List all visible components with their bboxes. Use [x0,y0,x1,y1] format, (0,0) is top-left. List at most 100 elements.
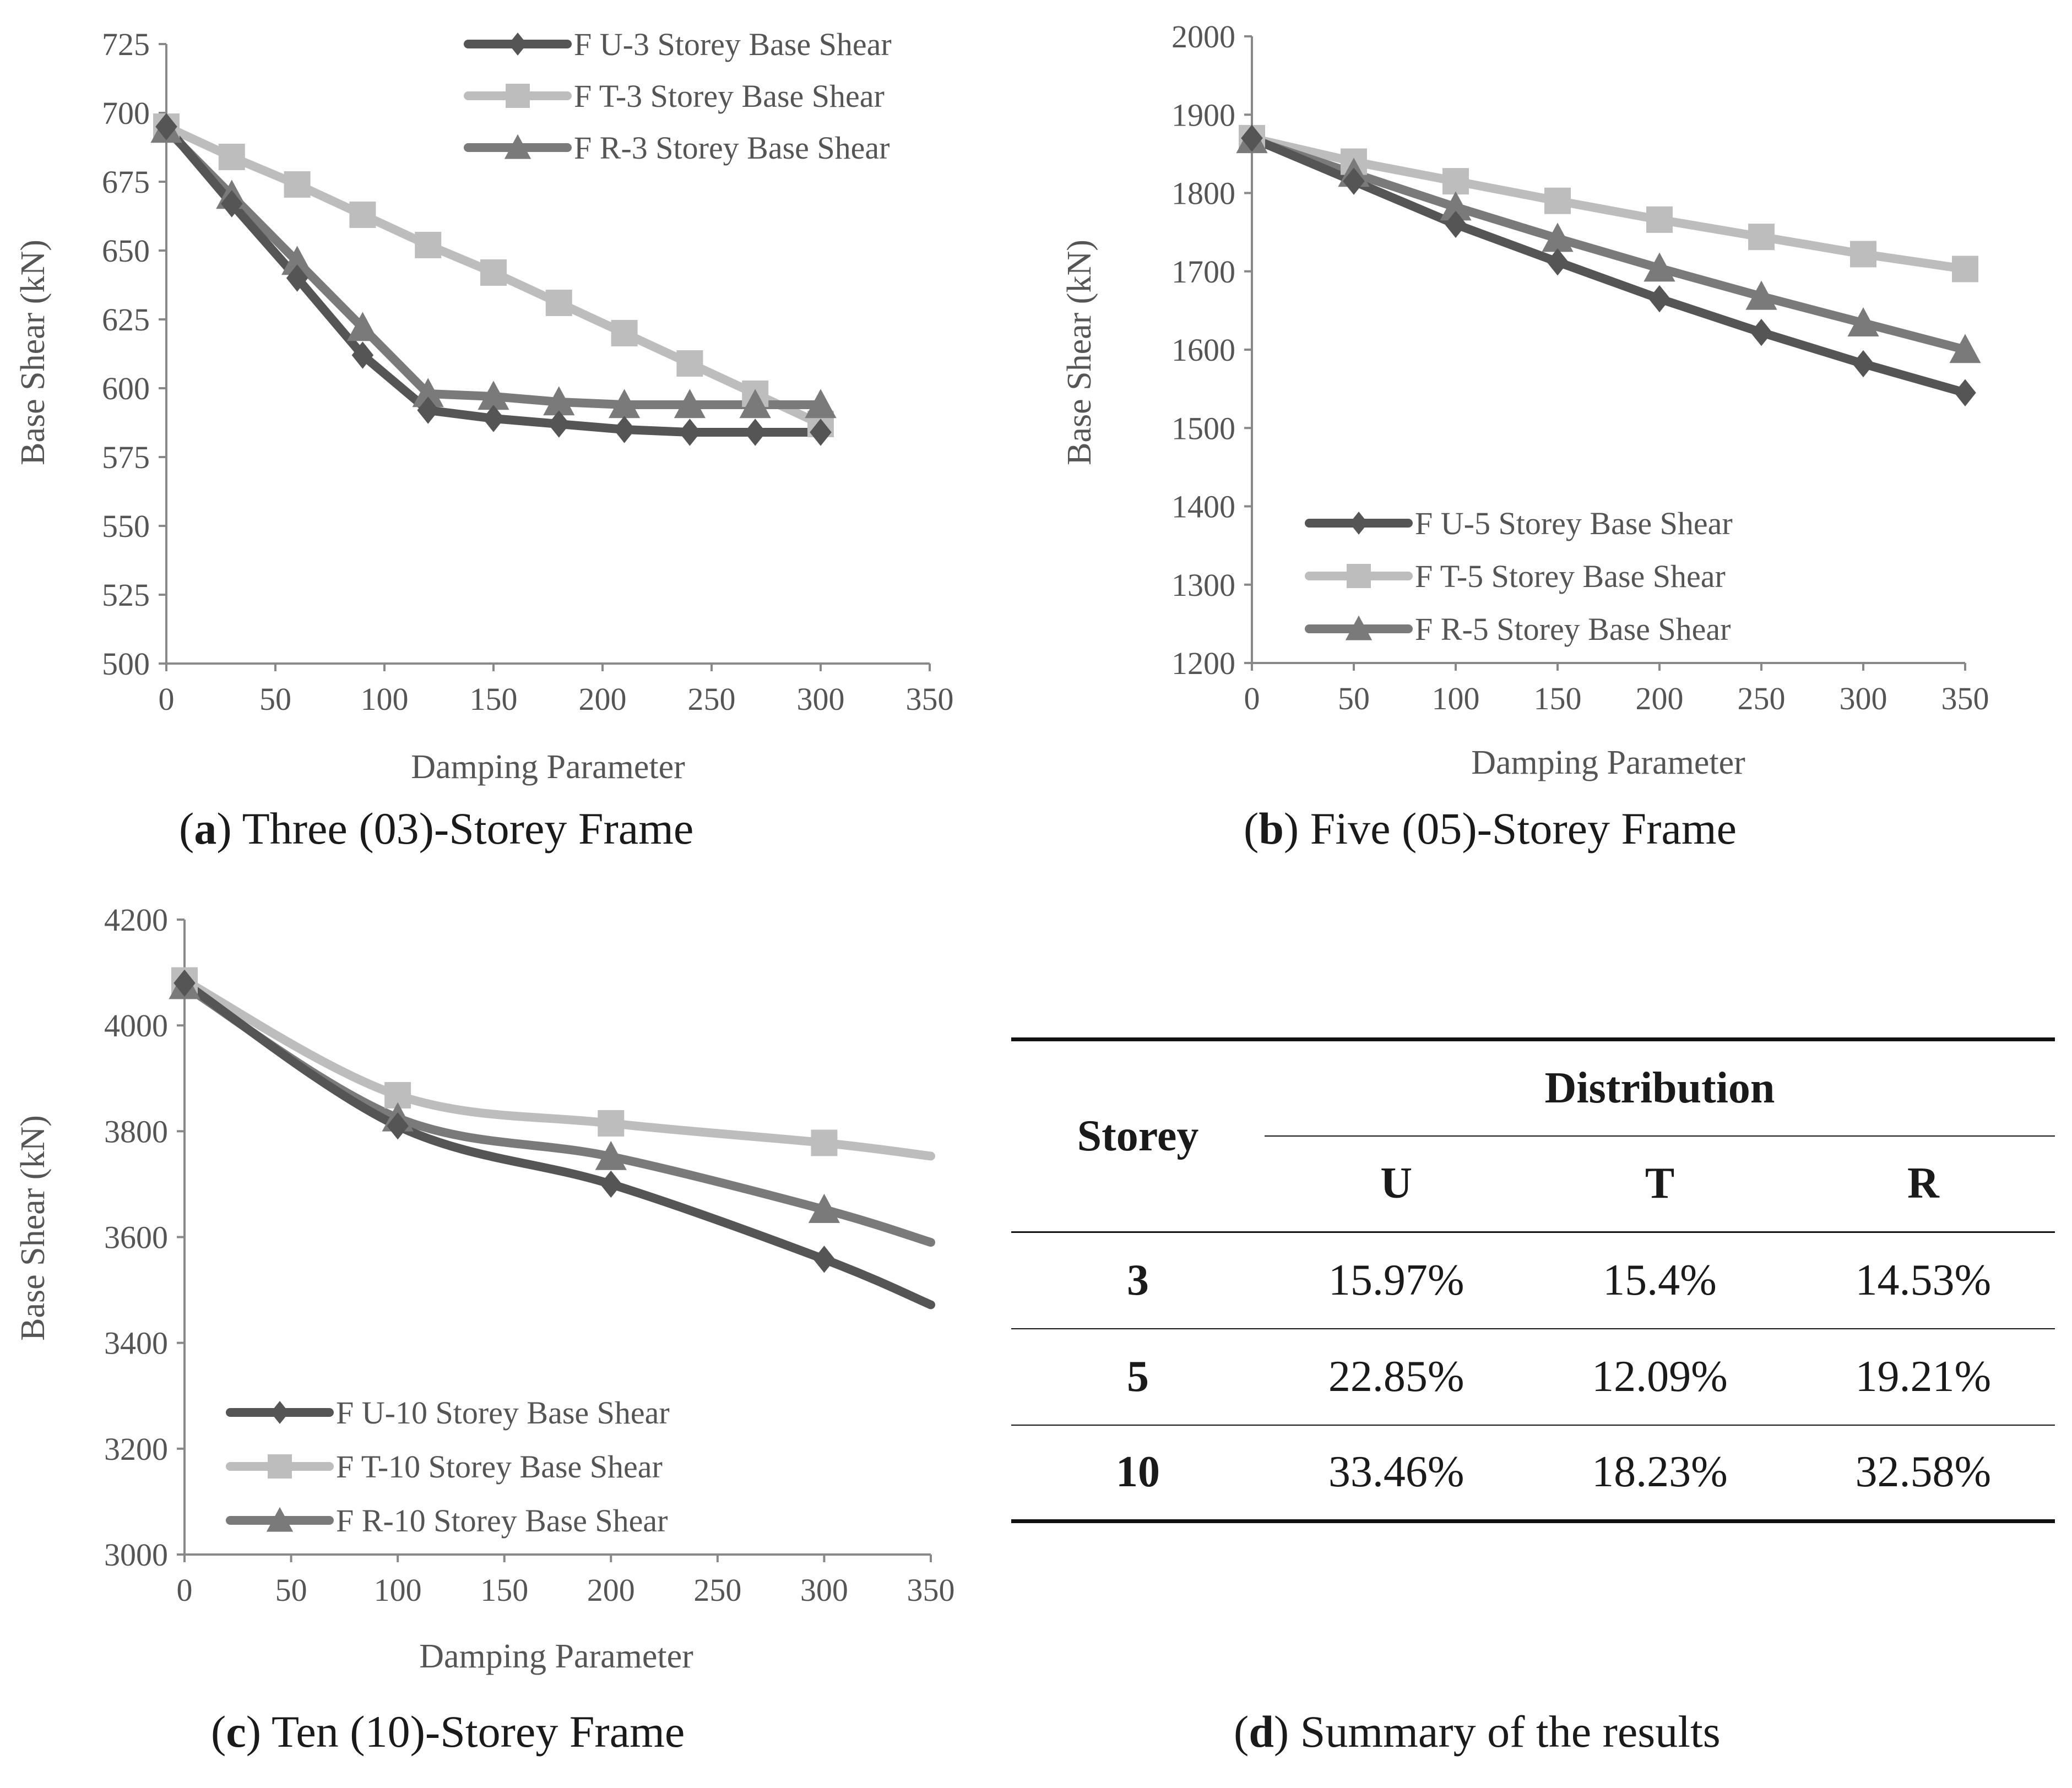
series-line-U [180,979,935,1309]
data-point-T [598,1110,625,1137]
x-tick-label: 300 [800,1572,848,1608]
y-tick-label: 3800 [104,1113,168,1149]
data-point-U [679,419,701,446]
y-tick-label: 1500 [1171,410,1235,446]
data-point-U [1750,319,1772,346]
data-point-T [218,144,245,170]
legend-marker-U [508,32,527,56]
y-tick-label: 1300 [1171,567,1235,603]
data-point-R [412,378,444,407]
y-tick-label: 1900 [1171,97,1235,133]
data-point-R [1542,222,1574,252]
x-tick-label: 50 [1338,681,1370,716]
y-tick-label: 500 [102,646,150,682]
data-point-U [1954,379,1976,406]
table-row: 3 15.97% 15.4% 14.53% [1011,1232,2055,1329]
row-storey: 5 [1011,1328,1265,1426]
data-point-R [595,1140,627,1170]
cell-u: 22.85% [1265,1328,1528,1426]
data-point-R [543,386,575,416]
x-axis-label: Damping Parameter [411,748,685,786]
data-point-U [155,113,177,140]
x-tick-label: 100 [361,681,409,717]
col-header-r: R [1791,1135,2055,1233]
caption-b: (b) Five (05)-Storey Frame [1244,803,1737,854]
data-point-U [1343,167,1365,195]
data-point-U [1648,285,1670,313]
cell-r: 19.21% [1791,1328,2055,1426]
y-tick-label: 525 [102,577,150,613]
x-tick-label: 150 [480,1572,528,1608]
data-point-U [548,410,570,438]
legend-label-R: F R-3 Storey Base Shear [574,130,890,166]
legend-label-T: F T-3 Storey Base Shear [574,78,885,114]
data-point-U [387,1112,409,1140]
data-point-U [221,190,243,218]
legend-label-T: F T-5 Storey Base Shear [1415,558,1726,594]
cell-r: 32.58% [1791,1425,2055,1523]
data-point-T [284,171,311,198]
distribution-header: Distribution [1265,1037,2055,1137]
series-line-R [1247,135,1970,354]
y-tick-label: 600 [102,371,150,406]
y-tick-label: 725 [102,26,150,62]
data-point-R [1440,191,1472,221]
data-point-R [1847,307,1879,336]
x-axis-label: Damping Parameter [419,1638,693,1675]
caption-d: (d) Summary of the results [1234,1707,1721,1757]
data-point-U [1445,210,1467,238]
y-tick-label: 1800 [1171,176,1235,211]
storey-header: Storey [1011,1037,1265,1233]
data-point-R [346,312,378,341]
data-point-U [744,419,766,446]
y-tick-label: 1200 [1171,645,1235,681]
data-point-U [286,264,308,292]
x-tick-label: 150 [1534,681,1582,716]
chart-five-storey: 1200 1300 1400 1500 1600 1700 1800 1900 2000 0 50 1… [1061,19,1989,781]
legend-marker-U [1349,512,1368,535]
x-tick-label: 350 [906,681,954,717]
y-tick-label: 4200 [104,902,168,938]
cell-t: 12.09% [1528,1328,1792,1426]
data-point-T [480,259,507,286]
legend-label-U: F U-5 Storey Base Shear [1415,506,1733,541]
y-tick-label: 625 [102,302,150,338]
x-tick-label: 200 [587,1572,635,1608]
col-header-u: U [1265,1135,1528,1233]
data-point-R [1949,334,1981,363]
legend-label-T: F T-10 Storey Base Shear [336,1449,663,1485]
data-point-R [478,381,509,410]
cell-t: 15.4% [1528,1232,1792,1329]
data-point-R [808,1193,840,1223]
x-tick-label: 250 [1738,681,1786,716]
cell-u: 33.46% [1265,1425,1528,1523]
summary-table: Storey Distribution U T R 3 15.97% 15.4%… [1011,1037,2055,1528]
data-point-T [1442,168,1469,195]
legend-label-U: F U-3 Storey Base Shear [574,26,892,62]
x-tick-label: 0 [1244,681,1260,716]
y-tick-label: 4000 [104,1008,168,1044]
legend-label-R: F R-10 Storey Base Shear [336,1503,668,1539]
legend-label-U: F U-10 Storey Base Shear [336,1395,670,1431]
col-header-t: T [1528,1135,1792,1233]
data-point-R [1644,252,1675,282]
y-tick-label: 1600 [1171,332,1235,368]
x-tick-label: 100 [374,1572,422,1608]
y-tick-label: 3200 [104,1431,168,1467]
data-point-U [1547,248,1569,276]
data-point-U [417,396,439,424]
row-storey: 3 [1011,1232,1265,1329]
data-point-T [1646,206,1673,233]
data-point-U [810,419,832,446]
series-line-U [1247,133,1970,398]
x-tick-label: 0 [177,1572,193,1608]
data-point-R [805,389,837,419]
y-tick-label: 700 [102,95,150,131]
y-tick-label: 3400 [104,1325,168,1361]
x-tick-label: 0 [159,681,175,717]
data-point-T [1952,256,1978,282]
caption-a: (a) Three (03)-Storey Frame [179,803,694,854]
data-point-T [1544,187,1571,214]
y-axis-label: Base Shear (kN) [14,240,52,465]
